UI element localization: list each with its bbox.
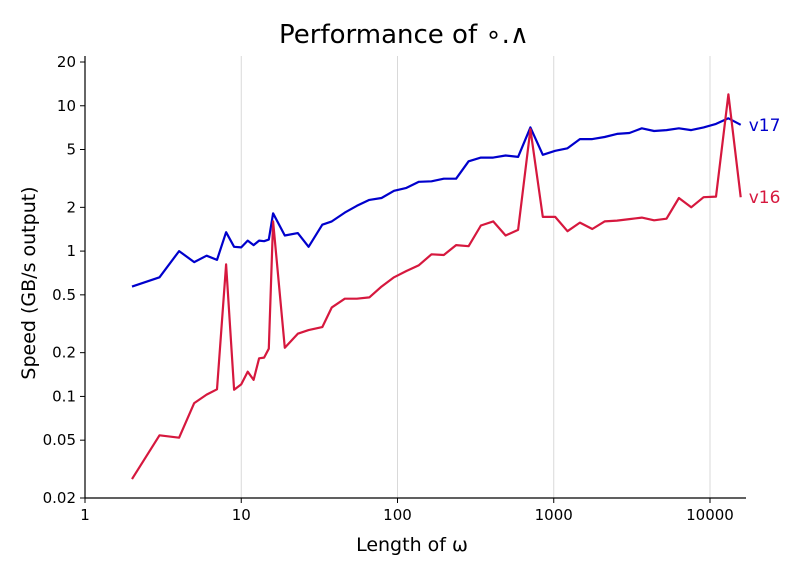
series-labels: v17 v16 [749,116,781,208]
y-tick-label-8: 10 [57,97,76,115]
x-tick-label-1: 10 [232,506,251,524]
x-axis-label: Length of ω [356,534,468,556]
x-tick-label-3: 1000 [535,506,573,524]
series-line-v17 [131,117,742,288]
series-group [131,93,742,480]
series-line-v16 [131,93,742,480]
y-axis-ticks: 0.02 0.05 0.1 0.2 0.5 1 2 5 10 20 [43,53,85,507]
x-axis-ticks: 1 10 100 1000 10000 [80,498,734,524]
y-tick-label-3: 0.2 [52,344,76,362]
x-tick-label-0: 1 [80,506,90,524]
y-tick-label-9: 20 [57,53,76,71]
y-tick-label-5: 1 [66,242,76,260]
y-tick-label-4: 0.5 [52,286,76,304]
x-tick-label-4: 10000 [686,506,734,524]
x-tick-label-2: 100 [383,506,412,524]
y-tick-label-6: 2 [66,198,76,216]
chart-title: Performance of ∘.∧ [279,20,529,50]
y-tick-label-1: 0.05 [43,431,76,449]
series-label-v16: v16 [749,188,781,208]
y-tick-label-2: 0.1 [52,387,76,405]
series-label-v17: v17 [749,116,781,136]
grid [240,56,711,498]
y-tick-label-0: 0.02 [43,489,76,507]
y-tick-label-7: 5 [66,141,76,159]
y-axis-label: Speed (GB/s output) [18,186,40,379]
